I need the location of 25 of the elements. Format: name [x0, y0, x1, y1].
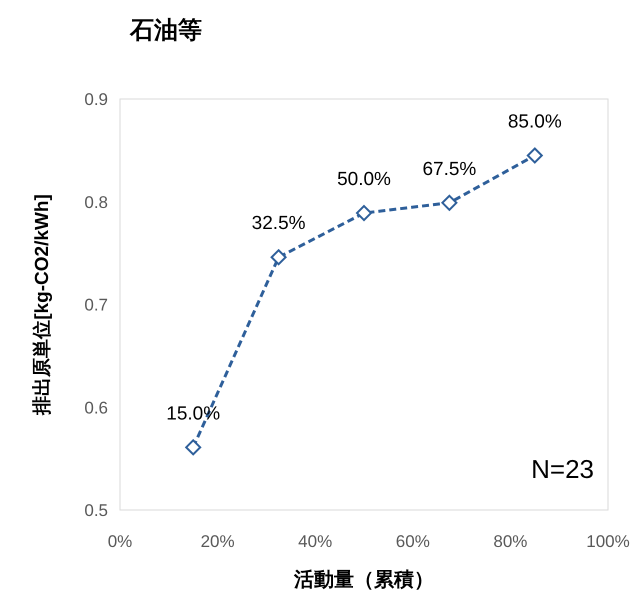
point: [270, 249, 287, 266]
annotation: 15.0%: [166, 403, 220, 424]
y-tick-label: 0.7: [84, 296, 108, 314]
x-tick-label: 20%: [200, 532, 235, 551]
y-tick-label: 0.8: [84, 192, 108, 212]
point: [356, 205, 372, 222]
annotation: 85.0%: [508, 112, 562, 133]
x-axis-title: 活動量（累積）: [293, 569, 434, 591]
x-tick-label: 100%: [586, 532, 630, 551]
x-tick-label: 40%: [298, 532, 332, 551]
y-tick-label: 0.5: [84, 501, 108, 520]
point: [185, 439, 202, 456]
annotation: 32.5%: [252, 213, 306, 234]
chart-title: 石油等: [129, 17, 202, 44]
x-tick-label: 60%: [396, 532, 430, 551]
annotation: 67.5%: [422, 158, 476, 180]
annotation: N=23: [531, 454, 594, 484]
point: [526, 148, 543, 164]
x-tick-label: 80%: [493, 532, 528, 551]
x-tick-label: 0%: [108, 532, 132, 551]
y-axis-title: 排出原単位[kg-CO2/kWh]: [31, 194, 53, 416]
annotation: 50.0%: [337, 169, 392, 190]
y-tick-label: 0.9: [84, 90, 108, 109]
y-tick-label: 0.6: [84, 398, 108, 418]
point: [441, 194, 458, 211]
